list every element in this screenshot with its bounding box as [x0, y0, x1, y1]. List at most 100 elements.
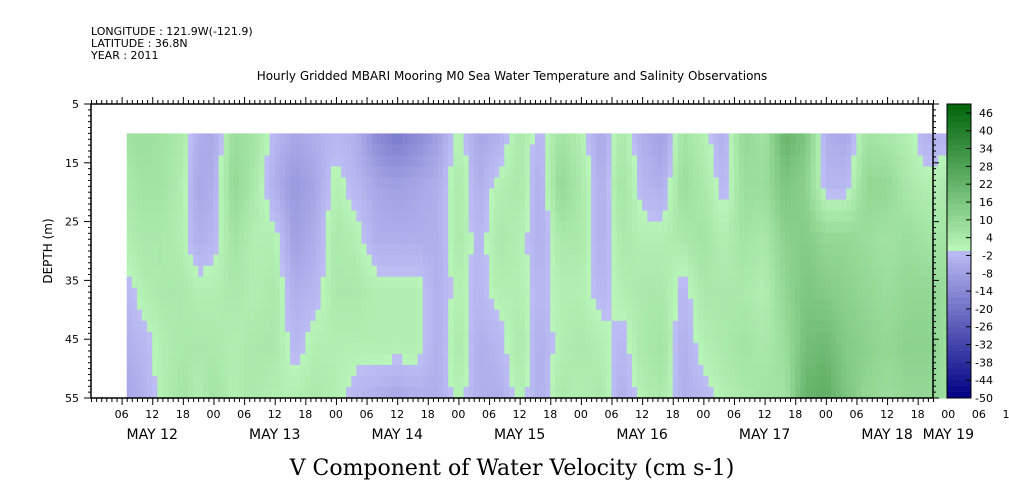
heatmap-cell	[749, 199, 755, 212]
heatmap-cell	[238, 166, 245, 179]
heatmap-cell	[851, 254, 858, 267]
heatmap-cell	[489, 155, 495, 168]
heatmap-cell	[392, 254, 398, 267]
heatmap-cell	[177, 320, 184, 333]
heatmap-cell	[677, 386, 684, 399]
heatmap-cell	[621, 188, 628, 201]
heatmap-cell	[417, 320, 424, 333]
heatmap-cell	[529, 210, 536, 223]
heatmap-cell	[585, 309, 592, 322]
heatmap-cell	[565, 265, 572, 278]
heatmap-cell	[836, 243, 842, 256]
heatmap-cell	[346, 342, 352, 355]
heatmap-cell	[422, 254, 429, 267]
heatmap-cell	[499, 133, 505, 146]
heatmap-cell	[856, 309, 863, 322]
heatmap-cell	[341, 210, 347, 223]
heatmap-cell	[887, 199, 893, 212]
heatmap-cell	[438, 364, 444, 377]
heatmap-cell	[157, 331, 164, 344]
heatmap-cell	[203, 133, 209, 146]
heatmap-cell	[366, 386, 373, 399]
heatmap-cell	[463, 155, 470, 168]
heatmap-cell	[330, 254, 337, 267]
heatmap-cell	[483, 287, 490, 300]
heatmap-cell	[422, 210, 429, 223]
heatmap-cell	[233, 375, 240, 388]
heatmap-cell	[677, 243, 684, 256]
x-hour-tick-label: 12	[880, 408, 894, 421]
heatmap-cell	[887, 298, 893, 311]
heatmap-cell	[463, 276, 470, 289]
heatmap-cell	[611, 243, 618, 256]
heatmap-cell	[147, 265, 153, 278]
heatmap-cell	[871, 166, 878, 179]
heatmap-cell	[749, 177, 755, 190]
heatmap-cell	[682, 287, 689, 300]
heatmap-cell	[142, 243, 148, 256]
heatmap-cell	[943, 210, 949, 223]
heatmap-cell	[769, 254, 776, 267]
heatmap-cell	[754, 331, 761, 344]
heatmap-cell	[703, 221, 710, 234]
heatmap-cell	[545, 243, 551, 256]
heatmap-cell	[259, 342, 266, 355]
heatmap-cell	[499, 232, 505, 245]
heatmap-cell	[805, 243, 812, 256]
heatmap-cell	[463, 188, 470, 201]
heatmap-cell	[213, 166, 220, 179]
heatmap-cell	[846, 287, 852, 300]
heatmap-cell	[315, 364, 322, 377]
heatmap-cell	[182, 188, 189, 201]
heatmap-cell	[550, 364, 556, 377]
heatmap-cell	[351, 232, 357, 245]
heatmap-cell	[422, 199, 429, 212]
heatmap-cell	[667, 265, 674, 278]
heatmap-cell	[769, 298, 776, 311]
heatmap-cell	[902, 265, 909, 278]
heatmap-cell	[473, 353, 480, 366]
heatmap-cell	[427, 320, 434, 333]
heatmap-cell	[203, 331, 209, 344]
heatmap-cell	[718, 287, 725, 300]
heatmap-cell	[667, 232, 674, 245]
heatmap-cell	[152, 265, 158, 278]
heatmap-cell	[330, 177, 337, 190]
heatmap-cell	[815, 353, 822, 366]
heatmap-cell	[371, 133, 378, 146]
heatmap-cell	[871, 144, 878, 157]
heatmap-cell	[310, 320, 317, 333]
x-hour-tick-label: 06	[115, 408, 129, 421]
heatmap-cell	[626, 320, 633, 333]
heatmap-cell	[310, 232, 317, 245]
heatmap-cell	[208, 144, 215, 157]
heatmap-cell	[585, 331, 592, 344]
heatmap-cell	[667, 364, 674, 377]
heatmap-cell	[688, 342, 694, 355]
heatmap-cell	[325, 287, 332, 300]
heatmap-cell	[157, 276, 164, 289]
heatmap-cell	[519, 287, 526, 300]
heatmap-cell	[468, 133, 475, 146]
heatmap-cell	[718, 166, 725, 179]
heatmap-cell	[805, 166, 812, 179]
heatmap-cell	[284, 353, 291, 366]
heatmap-cell	[718, 232, 725, 245]
heatmap-cell	[667, 386, 674, 399]
heatmap-cell	[677, 287, 684, 300]
heatmap-cell	[371, 199, 378, 212]
heatmap-cell	[917, 276, 924, 289]
heatmap-cell	[453, 331, 460, 344]
heatmap-cell	[907, 353, 914, 366]
heatmap-cell	[177, 265, 184, 278]
heatmap-cell	[310, 375, 317, 388]
heatmap-cell	[402, 188, 408, 201]
heatmap-cell	[591, 386, 597, 399]
heatmap-cell	[366, 199, 373, 212]
heatmap-cell	[596, 386, 602, 399]
heatmap-cell	[871, 177, 878, 190]
colorbar-label: 46	[979, 107, 993, 120]
heatmap-cell	[341, 276, 347, 289]
heatmap-cell	[938, 188, 944, 201]
heatmap-cell	[764, 353, 771, 366]
